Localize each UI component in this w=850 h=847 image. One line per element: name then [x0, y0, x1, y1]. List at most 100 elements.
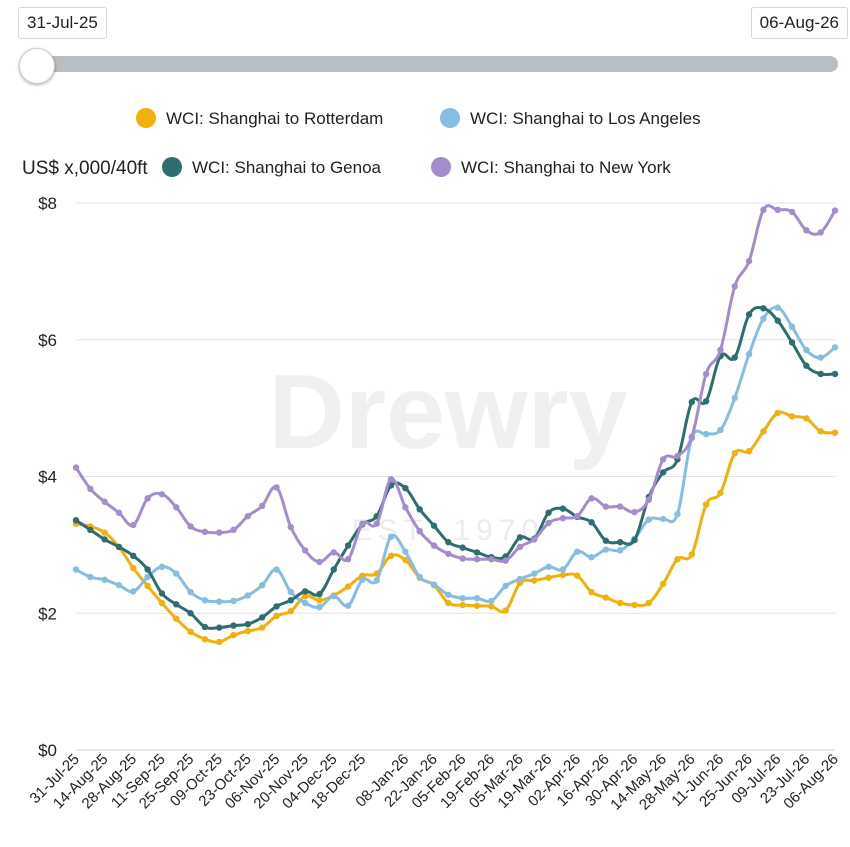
data-point-1-16[interactable] — [301, 599, 309, 607]
data-point-3-15[interactable] — [287, 523, 295, 531]
data-point-3-6[interactable] — [158, 491, 166, 498]
data-point-0-16[interactable] — [301, 592, 309, 600]
data-point-0-37[interactable] — [602, 594, 610, 601]
data-point-2-41[interactable] — [659, 469, 667, 476]
data-point-0-26[interactable] — [445, 599, 452, 607]
data-point-1-26[interactable] — [445, 591, 452, 598]
data-point-0-27[interactable] — [459, 601, 466, 609]
data-point-0-13[interactable] — [258, 624, 266, 631]
data-point-3-53[interactable] — [831, 207, 839, 214]
data-point-1-4[interactable] — [130, 588, 137, 595]
data-point-0-19[interactable] — [344, 583, 352, 590]
data-point-0-17[interactable] — [316, 597, 323, 604]
data-point-0-15[interactable] — [287, 607, 295, 615]
data-point-1-12[interactable] — [244, 592, 252, 599]
legend-marker-1[interactable] — [440, 108, 460, 128]
data-point-3-16[interactable] — [301, 547, 309, 554]
data-point-1-17[interactable] — [316, 603, 323, 611]
data-point-0-35[interactable] — [574, 572, 581, 579]
data-point-3-47[interactable] — [745, 257, 753, 265]
data-point-2-43[interactable] — [688, 398, 695, 406]
data-point-3-8[interactable] — [187, 523, 194, 530]
data-point-2-0[interactable] — [72, 517, 80, 524]
data-point-2-11[interactable] — [230, 622, 237, 629]
data-point-1-20[interactable] — [359, 576, 366, 583]
data-point-2-12[interactable] — [244, 620, 252, 628]
data-point-3-33[interactable] — [545, 519, 552, 527]
data-point-1-23[interactable] — [402, 548, 409, 555]
data-point-3-17[interactable] — [316, 558, 323, 566]
data-point-0-22[interactable] — [387, 552, 395, 560]
data-point-2-38[interactable] — [616, 538, 624, 546]
data-point-3-32[interactable] — [531, 536, 538, 543]
data-point-1-42[interactable] — [674, 510, 681, 518]
legend-label-0[interactable]: WCI: Shanghai to Rotterdam — [166, 109, 383, 128]
data-point-2-50[interactable] — [788, 339, 796, 346]
data-point-1-13[interactable] — [258, 582, 266, 589]
data-point-1-28[interactable] — [473, 595, 481, 602]
data-point-3-40[interactable] — [645, 496, 653, 503]
data-point-1-9[interactable] — [201, 597, 209, 604]
data-point-1-3[interactable] — [115, 582, 123, 589]
data-point-3-3[interactable] — [115, 509, 123, 516]
data-point-3-23[interactable] — [402, 504, 409, 511]
data-point-3-1[interactable] — [87, 485, 94, 493]
data-point-2-44[interactable] — [702, 398, 710, 405]
data-point-2-6[interactable] — [158, 590, 166, 597]
data-point-0-40[interactable] — [645, 599, 653, 607]
data-point-0-51[interactable] — [803, 415, 810, 422]
data-point-1-30[interactable] — [502, 582, 509, 590]
data-point-0-38[interactable] — [616, 599, 624, 607]
data-point-1-33[interactable] — [545, 563, 552, 570]
legend-marker-3[interactable] — [431, 157, 451, 177]
data-point-3-39[interactable] — [631, 508, 638, 516]
data-point-0-9[interactable] — [201, 636, 209, 643]
data-point-3-30[interactable] — [502, 557, 509, 564]
data-point-0-42[interactable] — [674, 556, 681, 563]
data-point-1-0[interactable] — [72, 566, 80, 573]
data-point-3-46[interactable] — [731, 283, 738, 290]
data-point-2-10[interactable] — [216, 624, 223, 631]
data-point-0-2[interactable] — [101, 529, 108, 536]
data-point-0-44[interactable] — [702, 501, 710, 508]
data-point-0-23[interactable] — [402, 556, 409, 564]
data-point-2-1[interactable] — [87, 526, 94, 534]
data-point-3-9[interactable] — [201, 528, 209, 536]
data-point-0-36[interactable] — [588, 588, 595, 596]
data-point-0-48[interactable] — [760, 428, 767, 435]
data-point-1-38[interactable] — [616, 547, 624, 554]
data-point-1-22[interactable] — [387, 533, 395, 540]
range-end-date[interactable]: 06-Aug-26 — [750, 7, 848, 39]
data-point-3-51[interactable] — [803, 227, 810, 234]
data-point-1-1[interactable] — [87, 573, 94, 581]
data-point-3-13[interactable] — [258, 502, 266, 510]
data-point-3-37[interactable] — [602, 503, 610, 510]
data-point-2-19[interactable] — [344, 542, 352, 549]
data-point-3-24[interactable] — [416, 528, 423, 535]
data-point-2-34[interactable] — [559, 505, 567, 512]
data-point-1-8[interactable] — [187, 588, 194, 596]
data-point-0-52[interactable] — [817, 428, 824, 435]
data-point-1-53[interactable] — [831, 344, 839, 351]
data-point-0-14[interactable] — [273, 612, 280, 620]
data-point-3-18[interactable] — [330, 549, 337, 556]
data-point-2-16[interactable] — [301, 588, 309, 595]
date-range-slider-track[interactable] — [22, 56, 838, 72]
data-point-2-15[interactable] — [287, 597, 295, 604]
data-point-3-44[interactable] — [702, 370, 710, 378]
data-point-3-26[interactable] — [445, 550, 452, 557]
date-range-slider-handle[interactable] — [19, 48, 55, 84]
data-point-2-53[interactable] — [831, 370, 839, 378]
data-point-1-24[interactable] — [416, 573, 423, 581]
data-point-2-51[interactable] — [803, 362, 810, 369]
data-point-1-48[interactable] — [760, 315, 767, 322]
data-point-0-47[interactable] — [745, 448, 753, 455]
data-point-0-11[interactable] — [230, 631, 237, 639]
data-point-0-50[interactable] — [788, 413, 796, 420]
data-point-2-8[interactable] — [187, 610, 194, 617]
data-point-1-14[interactable] — [273, 566, 280, 573]
data-point-1-46[interactable] — [731, 394, 738, 402]
data-point-3-34[interactable] — [559, 515, 567, 522]
data-point-2-14[interactable] — [273, 603, 280, 610]
data-point-0-28[interactable] — [473, 602, 481, 609]
